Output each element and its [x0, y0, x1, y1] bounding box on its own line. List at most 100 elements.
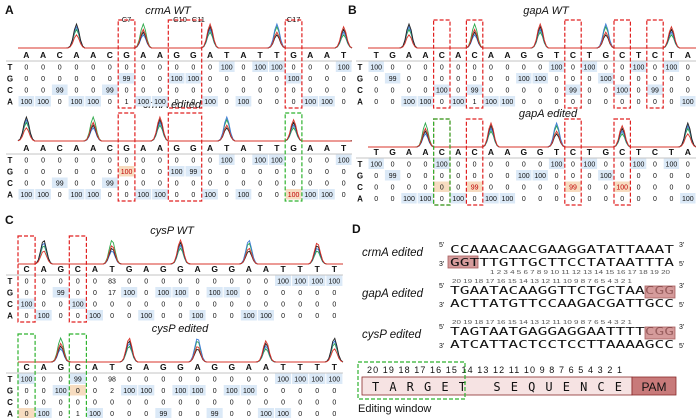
percent-cell: 0: [158, 181, 162, 188]
strand-end: 5': [439, 324, 444, 331]
percent-cell: 0: [571, 162, 575, 169]
percent-cell: 100: [518, 76, 530, 83]
percent-cell: 0: [538, 99, 542, 106]
cell-highlight: [252, 61, 268, 72]
row-label: C: [7, 86, 13, 95]
percent-cell: 0: [604, 99, 608, 106]
cell-highlight: [368, 61, 384, 72]
cell-highlight: [292, 275, 309, 286]
base-label: T: [109, 362, 115, 372]
cell-highlight: [319, 96, 335, 107]
percent-cell: 0: [342, 181, 346, 188]
percent-cell: 0: [325, 181, 329, 188]
percent-cell: 0: [58, 192, 62, 199]
percent-cell: 0: [292, 65, 296, 72]
percent-cell: 0: [191, 65, 195, 72]
base-label: T: [315, 362, 321, 372]
cell-highlight: [630, 158, 647, 169]
percent-cell: 0: [505, 173, 509, 180]
percent-cell: 99: [159, 411, 167, 418]
cell-highlight: [401, 96, 417, 107]
percent-cell: 0: [604, 65, 608, 72]
percent-cell: 100: [171, 76, 183, 83]
base-label: A: [92, 264, 98, 274]
percent-cell: 0: [620, 196, 624, 203]
base-label: T: [341, 143, 347, 153]
percent-cell: 0: [440, 196, 444, 203]
cell-highlight: [581, 61, 598, 72]
percent-cell: 100: [370, 65, 382, 72]
percent-cell: 100: [123, 388, 135, 395]
percent-cell: 0: [225, 169, 229, 176]
cell-highlight: [86, 310, 103, 321]
percent-cell: 0: [25, 290, 29, 297]
percent-cell: 99: [56, 88, 64, 95]
target-box: [68, 235, 88, 323]
percent-cell: 0: [93, 377, 97, 384]
row-label: A: [357, 98, 363, 107]
base-label: C: [652, 50, 658, 60]
percent-cell: 0: [24, 169, 28, 176]
percent-cell: 0: [247, 377, 251, 384]
base-label: C: [570, 50, 576, 60]
percent-cell: 0: [505, 65, 509, 72]
base-label: G: [177, 264, 184, 274]
edited-box: [17, 333, 36, 418]
cell-highlight: [206, 287, 223, 298]
percent-cell: 0: [58, 99, 62, 106]
base-label: A: [263, 362, 269, 372]
base-label: G: [290, 143, 297, 153]
base-label: A: [263, 264, 269, 274]
base-label: A: [504, 147, 510, 157]
cell-highlight: [223, 287, 240, 298]
percent-cell: 0: [325, 65, 329, 72]
percent-cell: 0: [110, 411, 114, 418]
cell-highlight: [118, 73, 135, 84]
percent-cell: 0: [76, 388, 80, 395]
base-label: C: [570, 147, 576, 157]
percent-cell: 0: [108, 158, 112, 165]
percent-cell: 0: [161, 400, 165, 407]
percent-cell: 1: [76, 411, 80, 418]
percent-cell: 0: [473, 196, 477, 203]
percent-cell: 100: [534, 173, 546, 180]
percent-cell: 0: [440, 185, 444, 192]
percent-cell: 0: [522, 196, 526, 203]
percent-cell: 0: [208, 169, 212, 176]
base-label: T: [669, 50, 675, 60]
strand-end: 3': [439, 343, 444, 350]
percent-cell: 0: [24, 181, 28, 188]
percent-cell: 0: [241, 88, 245, 95]
base-label: A: [40, 143, 46, 153]
scheme-numbers: 20 19 18 17 16 15 14 13 12 11 10 9 8 7 6…: [367, 365, 622, 375]
percent-cell: 0: [423, 162, 427, 169]
base-label: A: [207, 50, 213, 60]
percent-cell: 0: [59, 302, 63, 309]
percent-cell: 0: [538, 65, 542, 72]
panel-title: cysP WT: [150, 225, 195, 237]
edited-label: cysP edited: [362, 329, 422, 341]
cell-highlight: [499, 96, 516, 107]
edited-box: [68, 333, 88, 418]
percent-cell: 0: [669, 185, 673, 192]
percent-cell: 0: [213, 313, 217, 320]
row-label: T: [8, 277, 13, 286]
percent-cell: 0: [456, 88, 460, 95]
percent-cell: 0: [686, 173, 690, 180]
percent-cell: 0: [108, 192, 112, 199]
percent-cell: 0: [161, 313, 165, 320]
percent-cell: 100: [485, 99, 497, 106]
base-label: A: [488, 147, 494, 157]
percent-cell: 0: [41, 181, 45, 188]
percent-cell: 100: [321, 99, 333, 106]
base-label: T: [374, 50, 380, 60]
percent-cell: 0: [25, 279, 29, 286]
percent-cell: 0: [275, 169, 279, 176]
cell-highlight: [680, 193, 696, 204]
base-label: G: [177, 362, 184, 372]
percent-cell: 0: [522, 185, 526, 192]
target-box: [284, 19, 303, 109]
cell-highlight: [647, 84, 663, 95]
percent-cell: 0: [258, 99, 262, 106]
